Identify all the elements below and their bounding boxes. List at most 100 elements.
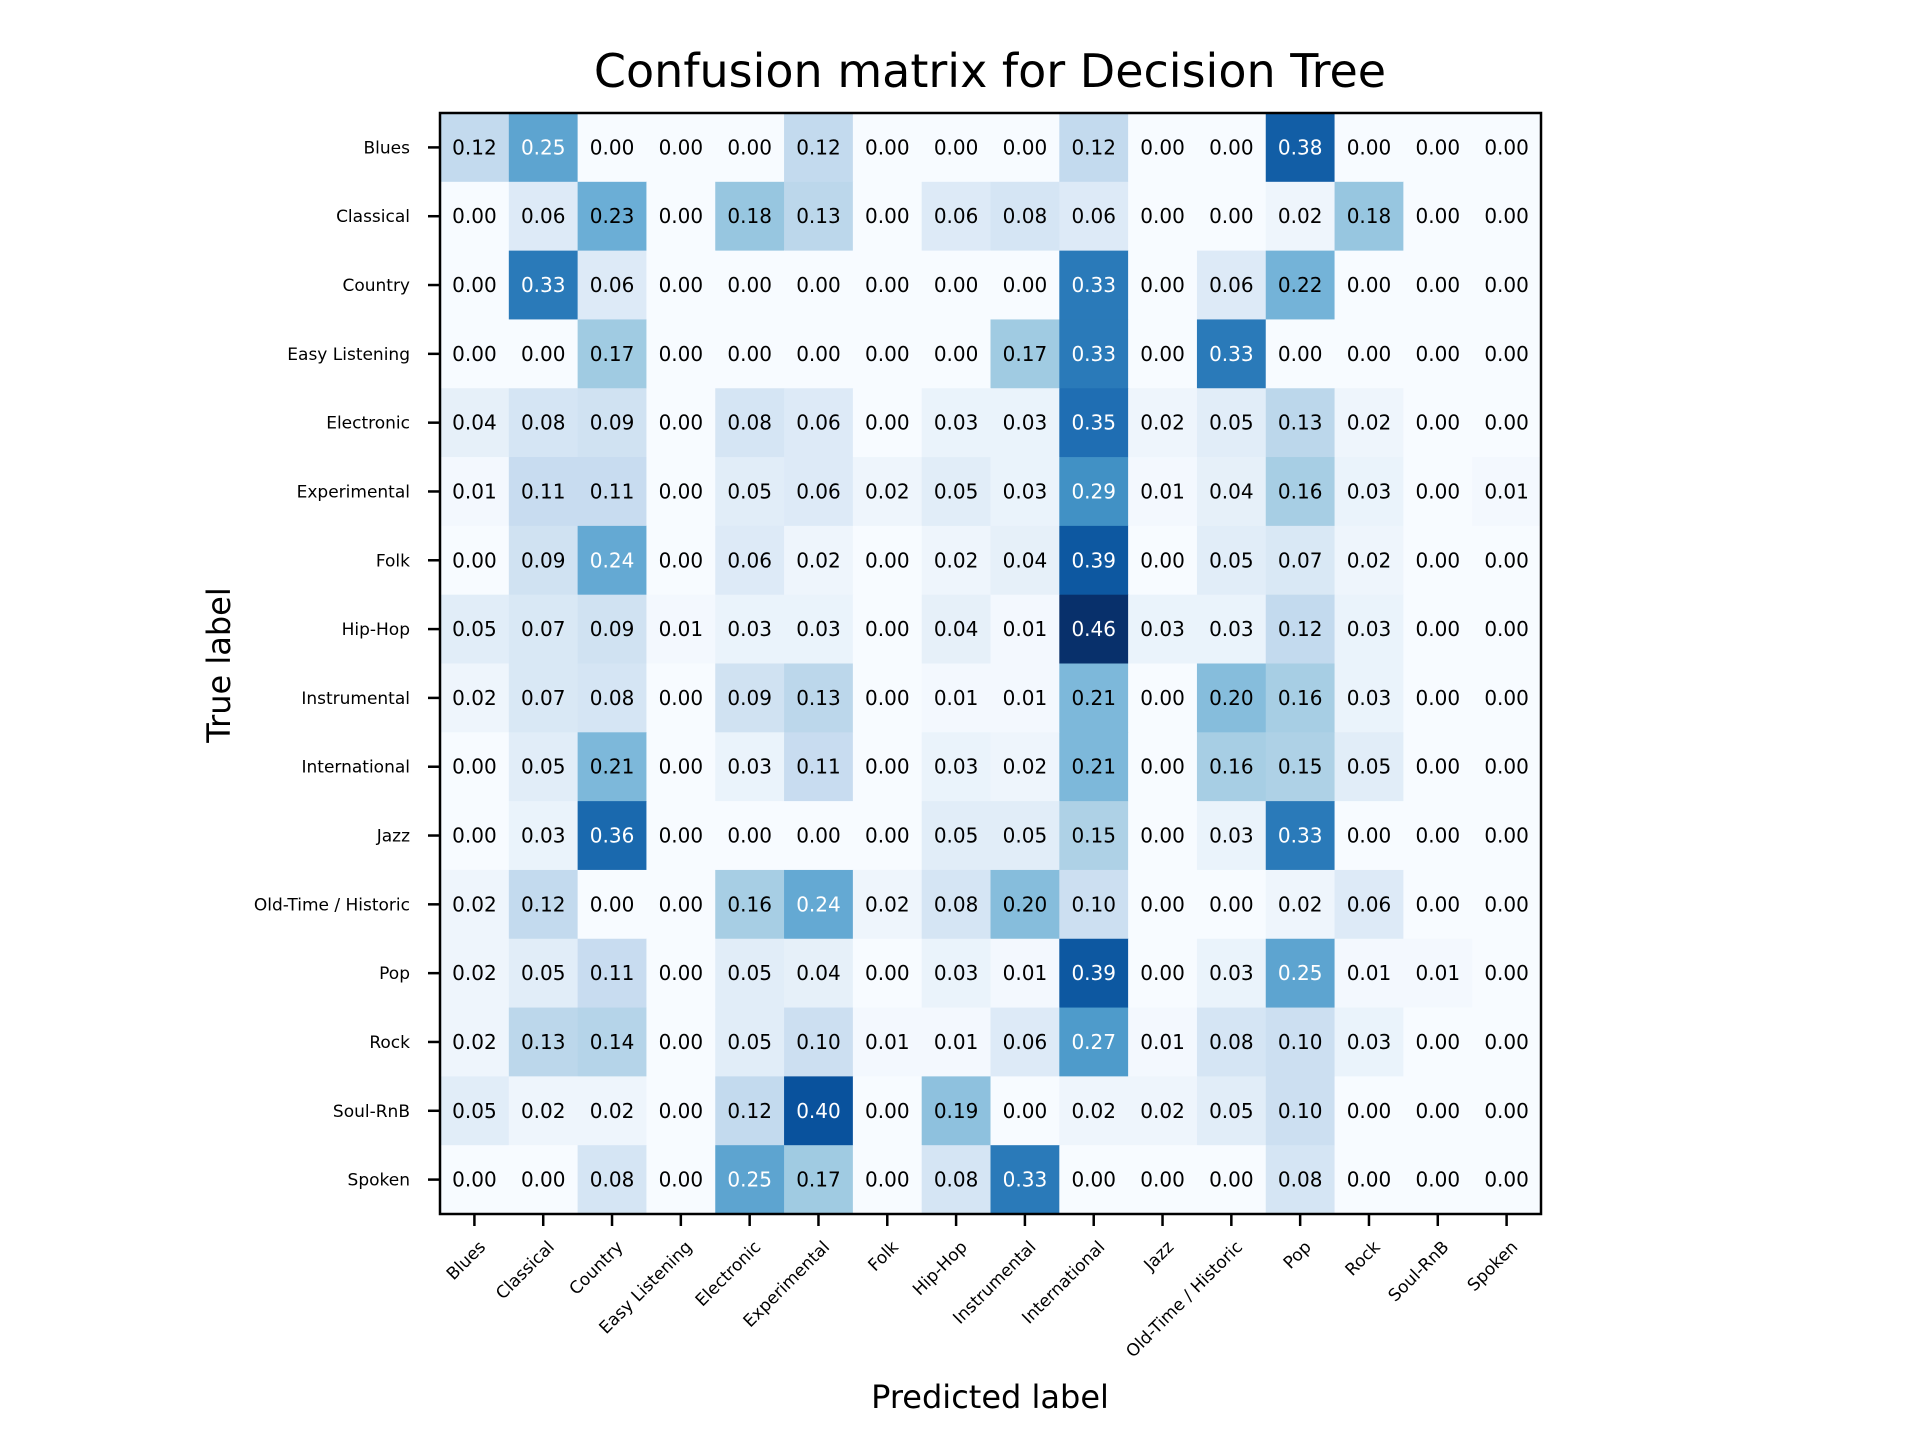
cell-value-label: 0.06 [1209, 273, 1254, 297]
y-tick-label: Easy Listening [287, 345, 410, 365]
x-tick-label: Folk [865, 1237, 903, 1275]
cell-value-label: 0.00 [659, 755, 704, 779]
heatmap-cell [1128, 1007, 1198, 1077]
heatmap-cell [1334, 181, 1404, 252]
cell-value-label: 0.00 [1209, 204, 1254, 228]
cell-value-label: 0.23 [590, 204, 635, 228]
heatmap-cell [921, 181, 991, 252]
heatmap-cell [1403, 457, 1473, 527]
heatmap-cell [1265, 732, 1336, 802]
cell-value-label: 0.08 [1209, 1030, 1254, 1054]
heatmap-cell [508, 388, 579, 458]
cell-value-label: 0.02 [865, 892, 910, 916]
heatmap-cell [646, 1076, 716, 1146]
cell-value-label: 0.00 [865, 686, 910, 710]
heatmap-cell [577, 525, 647, 596]
heatmap-cell [990, 594, 1060, 664]
heatmap-cell [508, 113, 579, 183]
cell-value-label: 0.00 [659, 1099, 704, 1123]
cell-value-label: 0.00 [1484, 755, 1529, 779]
heatmap-cell [990, 319, 1060, 389]
y-axis-ticks: Blues Classical Country Easy Listening Elect… [254, 138, 440, 1191]
heatmap-cell [1334, 1007, 1404, 1077]
cell-value-label: 0.00 [1140, 755, 1185, 779]
heatmap-cell [1128, 663, 1198, 733]
cell-value-label: 0.03 [1003, 411, 1048, 435]
cell-value-label: 0.00 [1209, 135, 1254, 159]
cell-value-label: 0.16 [1278, 479, 1323, 503]
cell-value-label: 0.10 [1278, 1099, 1323, 1123]
cell-value-label: 0.10 [1071, 892, 1116, 916]
y-axis-label: True label [200, 587, 238, 744]
heatmap-cell [1265, 938, 1336, 1009]
cell-value-label: 0.00 [1484, 617, 1529, 641]
cell-value-label: 0.12 [796, 135, 841, 159]
cell-value-label: 0.02 [1347, 548, 1392, 572]
heatmap-cell [852, 663, 923, 733]
heatmap-cell [852, 1007, 923, 1077]
heatmap-cell [1196, 457, 1267, 527]
y-tick-label: Jazz [376, 827, 410, 847]
heatmap-cell [1128, 250, 1198, 320]
heatmap-cell [1472, 1007, 1542, 1077]
cell-value-label: 0.21 [1071, 686, 1116, 710]
heatmap-cell [990, 869, 1060, 940]
cell-value-label: 0.33 [1071, 273, 1116, 297]
heatmap-cell [440, 663, 510, 733]
cell-value-label: 0.09 [590, 411, 635, 435]
cell-value-label: 0.04 [452, 411, 497, 435]
heatmap-cell [577, 181, 647, 252]
cell-value-label: 0.00 [1140, 1168, 1185, 1192]
heatmap-cell [1472, 732, 1542, 802]
cell-value-label: 0.08 [590, 1168, 635, 1192]
cell-value-label: 0.00 [1347, 1168, 1392, 1192]
heatmap-cell [715, 663, 785, 733]
cell-value-label: 0.00 [865, 548, 910, 572]
heatmap-cell [646, 732, 716, 802]
heatmap-cell [921, 1145, 991, 1215]
cell-value-label: 0.03 [1209, 617, 1254, 641]
cell-value-label: 0.35 [1071, 411, 1116, 435]
heatmap-cell [715, 457, 785, 527]
cell-value-label: 0.24 [796, 892, 841, 916]
heatmap-cell [1265, 457, 1336, 527]
cell-value-label: 0.00 [1484, 892, 1529, 916]
heatmap-cell [921, 663, 991, 733]
heatmap-cell [784, 250, 854, 320]
y-tick-label: Experimental [297, 482, 410, 502]
cell-value-label: 0.00 [1140, 892, 1185, 916]
y-tick-label: Classical [336, 207, 410, 227]
heatmap-cell [577, 801, 647, 871]
cell-value-label: 0.02 [521, 1099, 566, 1123]
heatmap-cell [1196, 1007, 1267, 1077]
heatmap-cell [1334, 250, 1404, 320]
heatmap-cell [508, 869, 579, 940]
cell-value-label: 0.04 [1209, 479, 1254, 503]
heatmap-cell [1059, 181, 1129, 252]
heatmap-cell [577, 113, 647, 183]
heatmap-cell [921, 319, 991, 389]
cell-value-label: 0.00 [727, 824, 772, 848]
heatmap-cell [1472, 594, 1542, 664]
heatmap-cell [921, 594, 991, 664]
cell-value-label: 0.12 [452, 135, 497, 159]
cell-value-label: 0.15 [1278, 755, 1323, 779]
cell-value-label: 0.40 [796, 1099, 841, 1123]
heatmap-cell [508, 938, 579, 1009]
heatmap-cell [1265, 525, 1336, 596]
cell-value-label: 0.05 [452, 1099, 497, 1123]
cell-value-label: 0.00 [659, 273, 704, 297]
heatmap-cell [1059, 801, 1129, 871]
cell-value-label: 0.00 [452, 548, 497, 572]
heatmap-cell [852, 938, 923, 1009]
heatmap-cell [715, 113, 785, 183]
cell-value-label: 0.16 [1209, 755, 1254, 779]
heatmap-cell [715, 319, 785, 389]
cell-value-label: 0.00 [1484, 1099, 1529, 1123]
heatmap-cell [508, 663, 579, 733]
heatmap-cell [921, 801, 991, 871]
cell-value-label: 0.05 [1209, 411, 1254, 435]
x-axis-label: Predicted label [871, 1378, 1109, 1416]
cell-value-label: 0.02 [1071, 1099, 1116, 1123]
heatmap-cell [646, 938, 716, 1009]
